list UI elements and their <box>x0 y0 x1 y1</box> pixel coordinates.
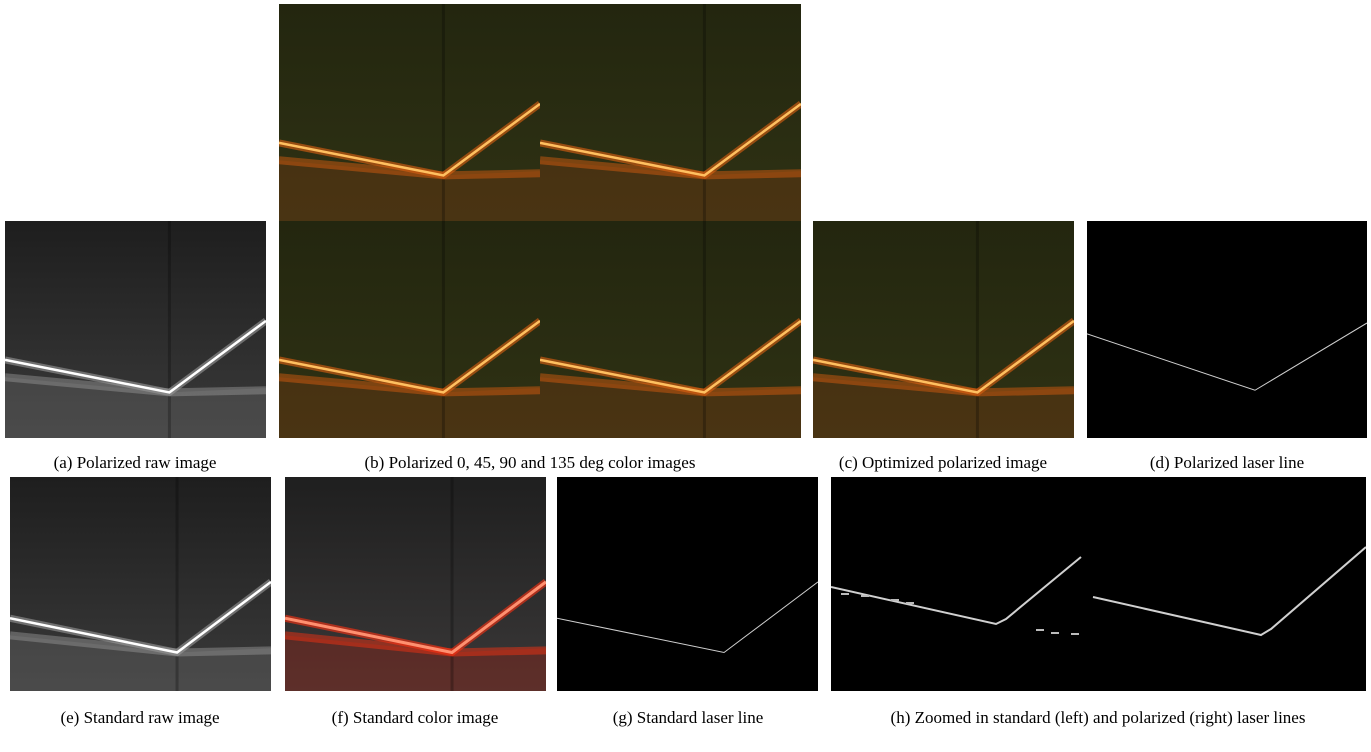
panel-image <box>540 4 801 221</box>
panel-image <box>1087 221 1367 438</box>
panel-image <box>279 221 540 438</box>
caption: (f) Standard color image <box>332 708 499 728</box>
noise <box>841 593 849 595</box>
panel-image <box>557 477 818 691</box>
noise <box>1051 632 1059 634</box>
caption: (c) Optimized polarized image <box>839 453 1047 473</box>
caption: (g) Standard laser line <box>613 708 764 728</box>
noise <box>861 595 869 597</box>
panel-image <box>285 477 546 691</box>
caption: (h) Zoomed in standard (left) and polari… <box>891 708 1306 728</box>
background <box>1087 221 1367 438</box>
noise <box>891 599 899 601</box>
noise <box>1036 629 1044 631</box>
figure: (a) Polarized raw image (b) Polarized 0,… <box>0 0 1371 752</box>
panel-image <box>831 477 1366 691</box>
caption: (a) Polarized raw image <box>54 453 217 473</box>
panel-image <box>5 221 266 438</box>
noise <box>1071 633 1079 635</box>
background <box>557 477 818 691</box>
noise <box>906 602 914 604</box>
caption: (b) Polarized 0, 45, 90 and 135 deg colo… <box>365 453 696 473</box>
panel-image <box>540 221 801 438</box>
caption: (d) Polarized laser line <box>1150 453 1304 473</box>
panel-image <box>10 477 271 691</box>
caption: (e) Standard raw image <box>60 708 219 728</box>
background <box>831 477 1366 691</box>
panel-image <box>813 221 1074 438</box>
panel-image <box>279 4 540 221</box>
